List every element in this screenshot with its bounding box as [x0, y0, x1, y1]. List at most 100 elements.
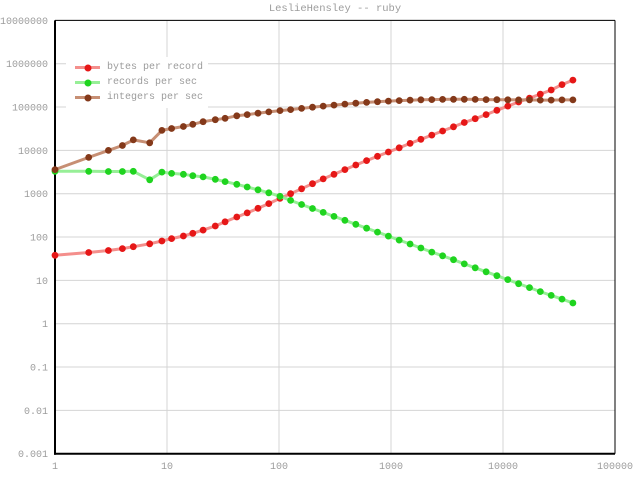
data-point: [51, 166, 59, 174]
legend-swatch-1: [75, 79, 100, 86]
data-point: [298, 185, 305, 193]
y-tick-label: 1: [42, 320, 48, 331]
data-point: [243, 183, 251, 191]
data-point: [330, 101, 338, 109]
data-point: [233, 213, 241, 221]
data-point: [158, 237, 166, 245]
data-point: [199, 118, 207, 126]
data-point: [439, 127, 446, 135]
data-point: [374, 228, 381, 236]
data-point: [341, 216, 349, 224]
data-point: [558, 295, 566, 303]
data-point: [385, 148, 392, 156]
y-tick-label: 100000: [12, 104, 48, 115]
data-point: [558, 96, 566, 104]
data-point: [439, 252, 446, 260]
data-point: [406, 140, 414, 147]
data-point: [243, 111, 251, 118]
data-point: [221, 114, 229, 122]
series-bytes-per-record: [51, 76, 577, 259]
data-point: [309, 205, 316, 212]
data-point: [374, 152, 381, 160]
data-point: [85, 249, 93, 256]
data-point: [558, 81, 566, 88]
x-tick-label: 10: [161, 462, 173, 473]
data-point: [450, 95, 457, 103]
data-point: [211, 222, 219, 230]
legend-swatch-0: [75, 64, 100, 71]
data-point: [460, 95, 468, 103]
data-point: [515, 96, 522, 104]
data-point: [309, 103, 316, 111]
data-point: [180, 232, 187, 240]
data-point: [395, 236, 403, 244]
data-point: [330, 170, 338, 178]
x-tick-label: 10000: [488, 462, 518, 473]
data-point: [450, 256, 457, 264]
data-point: [119, 245, 126, 253]
x-tick-label: 1000: [379, 462, 403, 473]
y-tick-label: 1000000: [6, 60, 48, 71]
x-tick-label: 100: [270, 462, 288, 473]
data-point: [129, 243, 137, 251]
data-point: [515, 280, 522, 288]
legend-marker-icon: [84, 79, 91, 86]
data-point: [363, 157, 370, 165]
data-point: [243, 209, 251, 217]
data-point: [309, 180, 316, 188]
data-point: [221, 178, 229, 186]
legend-label: records per sec: [107, 77, 198, 88]
data-point: [180, 170, 187, 178]
data-point: [330, 213, 338, 220]
data-point: [569, 76, 577, 84]
data-point: [51, 251, 59, 259]
legend-item-records-per-sec: records per sec: [66, 75, 208, 90]
data-point: [211, 175, 219, 183]
data-point: [536, 288, 544, 295]
data-point: [471, 264, 479, 272]
legend-swatch-2: [75, 94, 100, 101]
x-tick-label: 100000: [597, 462, 633, 473]
data-point: [319, 209, 327, 216]
data-point: [395, 97, 403, 104]
data-point: [189, 120, 197, 128]
data-point: [504, 96, 512, 104]
data-point: [298, 201, 305, 208]
data-point: [85, 167, 93, 175]
data-point: [199, 226, 207, 234]
data-point: [341, 100, 349, 108]
data-point: [287, 197, 294, 204]
data-point: [129, 136, 137, 144]
series-records-per-sec: [51, 167, 577, 307]
data-point: [352, 161, 360, 169]
data-point: [158, 168, 166, 176]
data-point: [85, 154, 93, 161]
data-point: [504, 102, 512, 110]
data-point: [395, 144, 403, 152]
data-point: [547, 292, 555, 299]
data-point: [146, 139, 154, 147]
data-point: [254, 204, 262, 212]
data-point: [189, 172, 197, 180]
data-point: [482, 96, 490, 103]
data-point: [569, 96, 577, 104]
x-tick-label: 1: [52, 462, 58, 473]
data-point: [168, 125, 176, 132]
data-point: [417, 244, 425, 252]
data-point: [493, 106, 501, 114]
data-point: [417, 96, 425, 104]
data-point: [428, 96, 436, 103]
data-point: [417, 135, 425, 143]
data-point: [406, 240, 414, 248]
data-point: [460, 119, 468, 126]
data-point: [385, 232, 392, 240]
data-point: [146, 176, 154, 184]
data-point: [254, 186, 262, 194]
legend-item-integers-per-sec: integers per sec: [66, 90, 208, 105]
data-point: [276, 192, 284, 200]
data-point: [536, 90, 544, 98]
data-point: [298, 105, 305, 112]
data-point: [493, 272, 501, 280]
data-point: [460, 260, 468, 268]
data-point: [146, 240, 154, 248]
